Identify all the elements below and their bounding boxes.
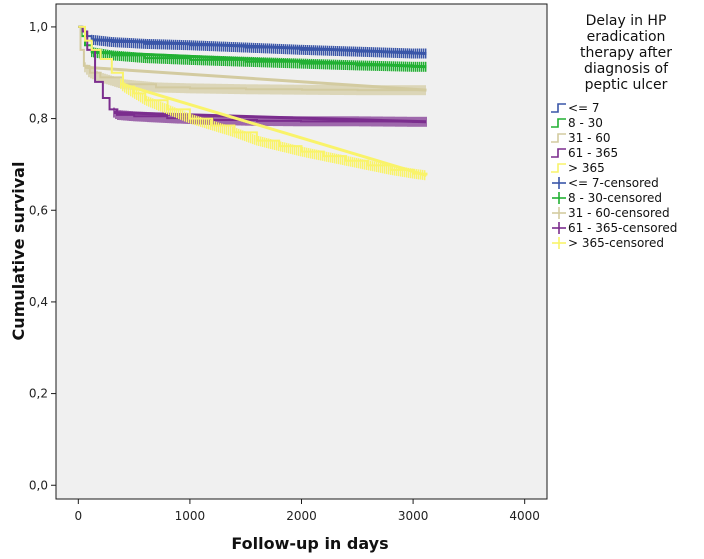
legend-title-line: Delay in HP [586,13,667,29]
series-group [78,25,427,72]
legend-entry: 61 - 365 [551,146,618,160]
legend-label: 8 - 30 [568,116,603,130]
series-group [78,25,428,181]
x-tick-label: 0 [74,509,82,523]
axes-layer: 0 1000 2000 3000 4000 0,0 0,2 0,4 0,6 0,8 1,0 [29,20,540,523]
legend-label: 31 - 60 [568,131,611,145]
legend-step-swatch [551,103,566,113]
series-group [78,25,427,59]
legend-step-swatch [551,133,566,143]
legend-label: 61 - 365-censored [568,221,677,235]
y-tick-label: 0,0 [29,478,48,492]
series-layer [78,25,428,181]
legend-label: <= 7 [568,101,600,115]
legend-entry: 8 - 30 [551,116,603,130]
censor-band-core [91,38,427,55]
legend-entry: 31 - 60-censored [552,206,670,220]
legend-label: <= 7-censored [568,176,659,190]
censor-band-core [84,65,427,92]
legend-entry: 31 - 60 [551,131,611,145]
legend-entry: <= 7-censored [552,176,659,190]
censor-marks [90,34,427,59]
legend-title-line: eradication [587,29,666,45]
plot-area [55,3,548,500]
series-group [78,25,427,96]
censor-marks [90,47,427,72]
y-tick-label: 1,0 [29,20,48,34]
legend-entry: > 365-censored [552,236,664,250]
x-tick-label: 3000 [398,509,429,523]
x-tick-label: 2000 [286,509,317,523]
censor-band-core [120,82,427,177]
x-tick-label: 4000 [509,509,540,523]
legend-entry: <= 7 [551,101,600,115]
legend-title-line: therapy after [580,45,672,61]
x-axis-title: Follow-up in days [231,534,388,553]
legend-label: 8 - 30-censored [568,191,662,205]
y-axis-title: Cumulative survival [9,162,28,341]
censor-marks [119,78,427,181]
legend-title-line: diagnosis of [584,61,669,77]
legend-label: 31 - 60-censored [568,206,670,220]
y-tick-label: 0,6 [29,203,48,217]
censor-marks [84,62,427,96]
legend-entry: 61 - 365-censored [552,221,677,235]
y-tick-label: 0,2 [29,387,48,401]
y-tick-label: 0,8 [29,112,48,126]
legend-label: > 365 [568,161,605,175]
censor-band-core [91,50,427,69]
legend-entry: 8 - 30-censored [552,191,662,205]
legend-title-line: peptic ulcer [585,77,668,93]
legend-entry: > 365 [551,161,605,175]
x-tick-label: 1000 [175,509,206,523]
y-tick-label: 0,4 [29,295,48,309]
legend-label: > 365-censored [568,236,664,250]
legend-step-swatch [551,163,566,173]
legend-step-swatch [551,118,566,128]
legend-step-swatch [551,148,566,158]
legend-label: 61 - 365 [568,146,618,160]
